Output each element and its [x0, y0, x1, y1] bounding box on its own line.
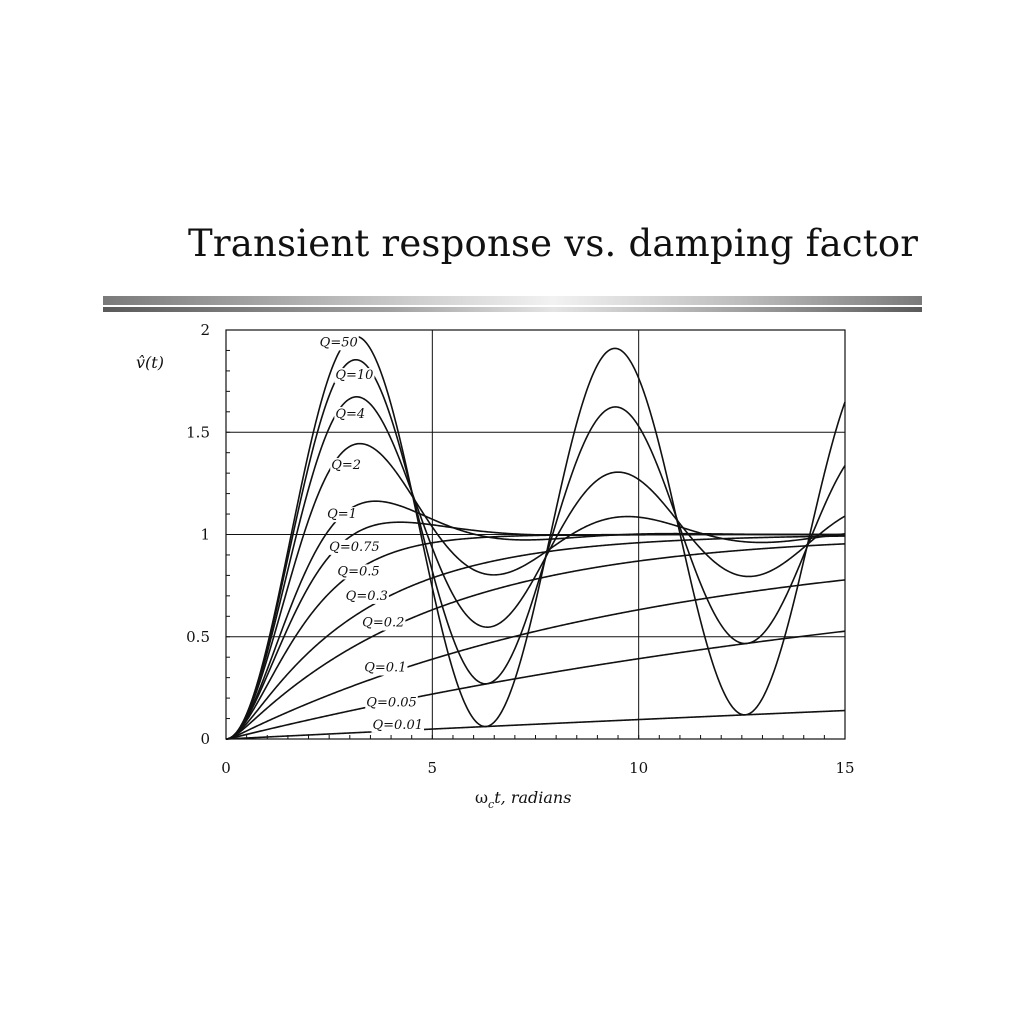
series-line-8: [225, 543, 846, 740]
series-label-bg-9: [363, 660, 408, 676]
series-label-1: Q=10: [335, 368, 373, 383]
series-label-bg-6: [336, 564, 381, 580]
series-label-11: Q=0.01: [372, 718, 423, 733]
x-tick-label: 0: [221, 759, 231, 777]
series-label-4: Q=1: [327, 507, 357, 522]
x-tick-label: 5: [428, 759, 438, 777]
slide-title: Transient response vs. damping factor: [188, 222, 919, 265]
series-label-bg-5: [328, 539, 381, 555]
y-tick-label: 2: [200, 321, 210, 339]
x-axis-label-subscript: c: [488, 798, 494, 811]
label-layer: Q=50 Q=10 Q=4 Q=2 Q=1 Q=0.75 Q=0.5 Q=0.3 Q=0.2 Q=…: [318, 335, 424, 733]
y-axis-label: v̂(t): [136, 353, 164, 372]
title-divider-rule: [103, 296, 922, 313]
curve-layer: [225, 335, 846, 740]
series-label-bg-3: [330, 458, 363, 474]
series-label-0: Q=50: [320, 335, 358, 350]
series-label-6: Q=0.5: [337, 564, 379, 579]
series-label-9: Q=0.1: [364, 661, 406, 676]
series-label-bg-11: [371, 717, 424, 733]
x-axis-label: ωct, radians: [475, 788, 571, 811]
series-label-bg-10: [365, 695, 418, 711]
series-label-3: Q=2: [331, 458, 361, 473]
series-line-9: [225, 579, 846, 740]
series-line-6: [225, 533, 845, 740]
series-label-7: Q=0.3: [346, 589, 388, 604]
series-label-8: Q=0.2: [362, 616, 404, 631]
x-axis-label-omega: ω: [475, 788, 488, 807]
y-tick-label: 0.5: [186, 628, 210, 646]
x-axis-label-rest: t, radians: [494, 788, 571, 807]
y-tick-label: 1: [200, 526, 210, 544]
series-label-bg-1: [334, 368, 375, 384]
series-label-bg-0: [318, 335, 359, 351]
series-label-10: Q=0.05: [366, 695, 417, 710]
series-line-7: [225, 535, 846, 740]
y-tick-label: 1.5: [186, 423, 210, 441]
title-divider-bar-bottom: [103, 307, 922, 312]
x-tick-label: 15: [835, 759, 854, 777]
series-line-3: [225, 442, 846, 740]
series-label-5: Q=0.75: [329, 540, 380, 555]
series-line-11: [225, 709, 846, 740]
series-label-bg-4: [326, 507, 358, 523]
x-tick-label: 10: [629, 759, 648, 777]
series-line-10: [225, 630, 846, 740]
series-line-1: [225, 358, 846, 740]
series-label-bg-8: [361, 615, 406, 631]
series-label-bg-2: [334, 406, 367, 422]
series-line-4: [225, 500, 845, 740]
series-label-bg-7: [344, 588, 389, 604]
y-tick-label: 0: [200, 730, 210, 748]
tick-layer: 0 5 10 15 0 0.5 1 1.5 2: [186, 321, 854, 777]
series-line-2: [225, 396, 846, 740]
series-label-2: Q=4: [335, 407, 365, 422]
title-divider-bar-top: [103, 296, 922, 305]
